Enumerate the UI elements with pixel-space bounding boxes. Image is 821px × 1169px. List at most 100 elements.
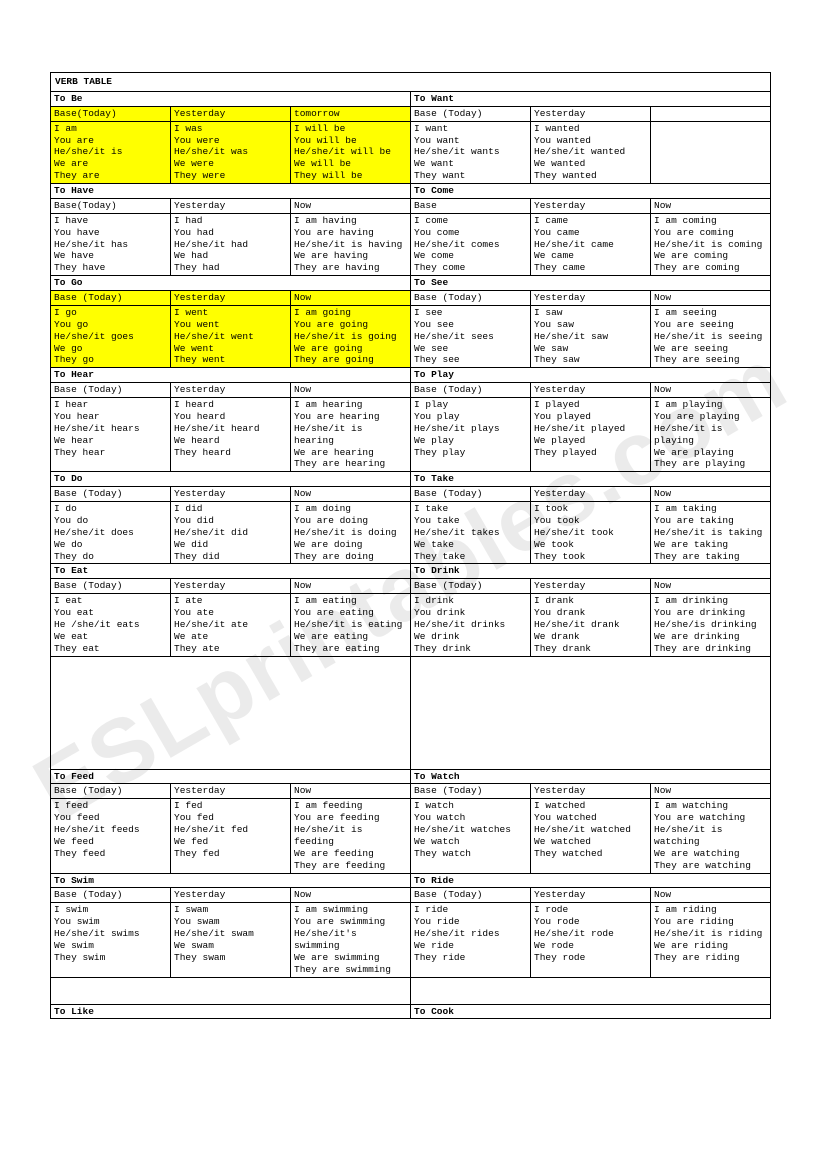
table-row: Base (Today)YesterdayNowBase (Today)Yest…	[51, 487, 771, 502]
table-row: Base (Today)YesterdayNowBase (Today)Yest…	[51, 784, 771, 799]
conjugation-cell: I want You want He/she/it wants We want …	[411, 121, 531, 183]
col-header: Yesterday	[531, 888, 651, 903]
conjugation-cell: I will be You will be He/she/it will be …	[291, 121, 411, 183]
conjugation-cell: I heard You heard He/she/it heard We hea…	[171, 398, 291, 472]
col-header: Yesterday	[171, 291, 291, 306]
table-row: I eat You eat He /she/it eats We eat The…	[51, 594, 771, 656]
col-header: Yesterday	[531, 106, 651, 121]
verb-name-left: To Like	[51, 1004, 411, 1019]
conjugation-cell: I am riding You are riding He/she/it is …	[651, 903, 771, 977]
col-header: Yesterday	[531, 487, 651, 502]
col-header: Now	[651, 487, 771, 502]
conjugation-cell: I am taking You are taking He/she/it is …	[651, 502, 771, 564]
table-row: To SwimTo Ride	[51, 873, 771, 888]
col-header: Yesterday	[171, 106, 291, 121]
col-header: Yesterday	[171, 579, 291, 594]
table-row: Base (Today)YesterdayNowBase (Today)Yest…	[51, 579, 771, 594]
spacer-left	[51, 977, 411, 1004]
col-header: Base (Today)	[411, 487, 531, 502]
col-header: Now	[291, 487, 411, 502]
verb-name-left: To Go	[51, 276, 411, 291]
conjugation-cell: I play You play He/she/it plays We play …	[411, 398, 531, 472]
table-row: I feed You feed He/she/it feeds We feed …	[51, 799, 771, 873]
table-row	[51, 656, 771, 769]
table-row: I have You have He/she/it has We have Th…	[51, 213, 771, 275]
conjugation-cell: I am going You are going He/she/it is go…	[291, 305, 411, 367]
col-header: Base (Today)	[51, 383, 171, 398]
conjugation-cell: I played You played He/she/it played We …	[531, 398, 651, 472]
verb-name-left: To Eat	[51, 564, 411, 579]
table-row: Base(Today)YesterdayNowBaseYesterdayNow	[51, 198, 771, 213]
table-row: To BeTo Want	[51, 91, 771, 106]
col-header: tomorrow	[291, 106, 411, 121]
table-row: To EatTo Drink	[51, 564, 771, 579]
col-header: Base(Today)	[51, 198, 171, 213]
conjugation-cell: I am having You are having He/she/it is …	[291, 213, 411, 275]
col-header: Base (Today)	[51, 291, 171, 306]
col-header: Now	[651, 784, 771, 799]
col-header: Base (Today)	[51, 784, 171, 799]
conjugation-cell: I am You are He/she/it is We are They ar…	[51, 121, 171, 183]
conjugation-cell: I watch You watch He/she/it watches We w…	[411, 799, 531, 873]
table-row: I go You go He/she/it goes We go They go…	[51, 305, 771, 367]
verb-name-left: To Do	[51, 472, 411, 487]
table-row: I swim You swim He/she/it swims We swim …	[51, 903, 771, 977]
table-title: VERB TABLE	[51, 73, 771, 92]
verb-name-left: To Swim	[51, 873, 411, 888]
table-row: Base (Today)YesterdayNowBase (Today)Yest…	[51, 291, 771, 306]
conjugation-cell: I ate You ate He/she/it ate We ate They …	[171, 594, 291, 656]
table-row: To DoTo Take	[51, 472, 771, 487]
col-header: Base (Today)	[411, 784, 531, 799]
table-row	[51, 977, 771, 1004]
table-row: To HaveTo Come	[51, 184, 771, 199]
conjugation-cell: I drink You drink He/she/it drinks We dr…	[411, 594, 531, 656]
col-header: Base (Today)	[51, 579, 171, 594]
conjugation-cell: I am feeding You are feeding He/she/it i…	[291, 799, 411, 873]
spacer-right	[411, 656, 771, 769]
conjugation-cell: I am drinking You are drinking He/she/is…	[651, 594, 771, 656]
col-header: Yesterday	[531, 198, 651, 213]
spacer-right	[411, 977, 771, 1004]
table-row: I hear You hear He/she/it hears We hear …	[51, 398, 771, 472]
conjugation-cell: I swim You swim He/she/it swims We swim …	[51, 903, 171, 977]
conjugation-cell: I went You went He/she/it went We went T…	[171, 305, 291, 367]
table-row: To GoTo See	[51, 276, 771, 291]
col-header	[651, 106, 771, 121]
col-header: Base (Today)	[411, 291, 531, 306]
conjugation-cell: I am seeing You are seeing He/she/it is …	[651, 305, 771, 367]
table-row: To LikeTo Cook	[51, 1004, 771, 1019]
conjugation-cell: I am playing You are playing He/she/it i…	[651, 398, 771, 472]
verb-name-right: To Take	[411, 472, 771, 487]
table-row: VERB TABLE	[51, 73, 771, 92]
col-header: Now	[291, 383, 411, 398]
conjugation-cell: I took You took He/she/it took We took T…	[531, 502, 651, 564]
verb-name-left: To Hear	[51, 368, 411, 383]
col-header: Yesterday	[171, 487, 291, 502]
verb-table: VERB TABLETo BeTo Want Base(Today) Yesterd…	[50, 72, 771, 1019]
col-header: Now	[651, 198, 771, 213]
conjugation-cell: I saw You saw He/she/it saw We saw They …	[531, 305, 651, 367]
col-header: Yesterday	[531, 784, 651, 799]
conjugation-cell: I have You have He/she/it has We have Th…	[51, 213, 171, 275]
conjugation-cell: I feed You feed He/she/it feeds We feed …	[51, 799, 171, 873]
verb-name-right: To Cook	[411, 1004, 771, 1019]
conjugation-cell: I hear You hear He/she/it hears We hear …	[51, 398, 171, 472]
table-row: Base (Today)YesterdayNowBase (Today)Yest…	[51, 383, 771, 398]
col-header: Base	[411, 198, 531, 213]
table-row: Base (Today)YesterdayNowBase (Today)Yest…	[51, 888, 771, 903]
col-header: Yesterday	[531, 579, 651, 594]
conjugation-cell: I am coming You are coming He/she/it is …	[651, 213, 771, 275]
conjugation-cell	[651, 121, 771, 183]
verb-name-right: To Want	[411, 91, 771, 106]
conjugation-cell: I see You see He/she/it sees We see They…	[411, 305, 531, 367]
col-header: Yesterday	[171, 888, 291, 903]
conjugation-cell: I am hearing You are hearing He/she/it i…	[291, 398, 411, 472]
conjugation-cell: I swam You swam He/she/it swam We swam T…	[171, 903, 291, 977]
conjugation-cell: I go You go He/she/it goes We go They go	[51, 305, 171, 367]
col-header: Now	[291, 888, 411, 903]
table-row: To HearTo Play	[51, 368, 771, 383]
verb-name-right: To Ride	[411, 873, 771, 888]
col-header: Now	[291, 291, 411, 306]
col-header: Base (Today)	[411, 383, 531, 398]
col-header: Yesterday	[531, 291, 651, 306]
